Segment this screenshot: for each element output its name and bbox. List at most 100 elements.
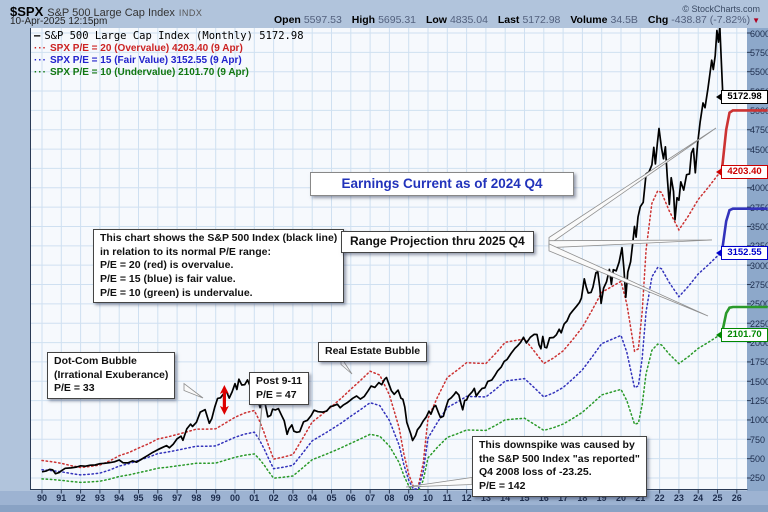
x-tick-label: 09 bbox=[403, 493, 414, 503]
open-label: Open bbox=[274, 14, 301, 26]
legend-swatch-icon: ··· bbox=[34, 55, 47, 66]
x-tick-label: 90 bbox=[36, 493, 47, 503]
legend-label: SPX P/E = 10 (Undervalue) 2101.70 (9 Apr… bbox=[50, 67, 249, 78]
x-tick-label: 18 bbox=[577, 493, 588, 503]
downspike-annotation: This downspike was caused by the S&P 500… bbox=[472, 436, 647, 497]
quote-summary: Open 5597.53 High 5695.31 Low 4835.04 Last 5… bbox=[267, 14, 760, 26]
exchange-tag: INDX bbox=[178, 8, 203, 18]
header-title: $SPX S&P 500 Large Cap Index INDX bbox=[10, 3, 202, 21]
y-tick-label: 6000 bbox=[750, 28, 768, 39]
last-label: Last bbox=[497, 14, 520, 26]
index-name: S&P 500 Large Cap Index bbox=[47, 7, 175, 19]
price-bubble-2101.70: 2101.70 bbox=[716, 327, 768, 342]
x-tick-label: 16 bbox=[538, 493, 549, 503]
explain-annotation: This chart shows the S&P 500 Index (blac… bbox=[93, 229, 345, 304]
x-tick-label: 03 bbox=[287, 493, 298, 503]
x-tick-label: 97 bbox=[172, 493, 183, 503]
y-tick-label: 5000 bbox=[750, 105, 768, 116]
x-tick-label: 10 bbox=[422, 493, 433, 503]
quote-datetime: 10-Apr-2025 12:15pm bbox=[10, 16, 108, 27]
x-tick-label: 12 bbox=[461, 493, 472, 503]
range-projection-annotation: Range Projection thru 2025 Q4 bbox=[341, 231, 534, 253]
y-tick-label: 1500 bbox=[750, 376, 768, 387]
y-tick-label: 4000 bbox=[750, 183, 768, 194]
x-tick-label: 17 bbox=[558, 493, 569, 503]
x-tick-label: 25 bbox=[712, 493, 723, 503]
y-tick-label: 750 bbox=[750, 434, 766, 445]
x-tick-label: 00 bbox=[229, 493, 240, 503]
legend-swatch-icon: — bbox=[34, 30, 42, 42]
post911-annotation: Post 9-11 P/E = 47 bbox=[249, 372, 310, 406]
change-down-arrow-icon[interactable]: ▼ bbox=[752, 16, 760, 25]
volume-label: Volume bbox=[570, 14, 608, 26]
x-tick-label: 96 bbox=[152, 493, 163, 503]
y-tick-label: 4500 bbox=[750, 144, 768, 155]
ticker-symbol: $SPX bbox=[10, 4, 44, 19]
y-tick-label: 250 bbox=[750, 473, 766, 484]
x-tick-label: 08 bbox=[384, 493, 395, 503]
x-tick-label: 13 bbox=[480, 493, 491, 503]
x-tick-label: 05 bbox=[326, 493, 337, 503]
bottom-edge-band bbox=[0, 505, 768, 512]
price-bubble-4203.40: 4203.40 bbox=[716, 165, 768, 180]
earnings-current-annotation: Earnings Current as of 2024 Q4 bbox=[310, 172, 574, 196]
x-tick-label: 92 bbox=[75, 493, 86, 503]
change-label: Chg bbox=[647, 14, 669, 26]
y-tick-label: 1000 bbox=[750, 415, 768, 426]
open-value: 5597.53 bbox=[303, 14, 342, 26]
change-value: -438.87 (-7.82%) bbox=[671, 14, 751, 26]
y-tick-label: 5500 bbox=[750, 67, 768, 78]
chart-legend: — S&P 500 Large Cap Index (Monthly) 5172.… bbox=[34, 30, 304, 79]
y-tick-label: 3000 bbox=[750, 260, 768, 271]
legend-item-3: ··· SPX P/E = 10 (Undervalue) 2101.70 (9 … bbox=[34, 67, 304, 79]
x-tick-label: 14 bbox=[500, 493, 511, 503]
x-tick-label: 20 bbox=[615, 493, 626, 503]
x-tick-label: 02 bbox=[268, 493, 279, 503]
x-tick-label: 07 bbox=[365, 493, 376, 503]
y-tick-label: 5750 bbox=[750, 47, 768, 58]
x-tick-label: 24 bbox=[693, 493, 704, 503]
y-tick-label: 500 bbox=[750, 454, 766, 465]
x-tick-label: 98 bbox=[191, 493, 202, 503]
legend-label: S&P 500 Large Cap Index (Monthly) 5172.9… bbox=[44, 30, 304, 42]
legend-item-0: — S&P 500 Large Cap Index (Monthly) 5172.… bbox=[34, 30, 304, 43]
x-tick-label: 04 bbox=[307, 493, 318, 503]
x-tick-label: 19 bbox=[596, 493, 607, 503]
legend-item-2: ··· SPX P/E = 15 (Fair Value) 3152.55 (9 … bbox=[34, 55, 304, 67]
x-tick-label: 15 bbox=[519, 493, 530, 503]
x-tick-label: 01 bbox=[249, 493, 260, 503]
last-value: 5172.98 bbox=[522, 14, 561, 26]
y-tick-label: 2500 bbox=[750, 299, 768, 310]
x-tick-label: 99 bbox=[210, 493, 221, 503]
legend-label: SPX P/E = 20 (Overvalue) 4203.40 (9 Apr) bbox=[50, 43, 243, 54]
y-tick-label: 1750 bbox=[750, 357, 768, 368]
copyright-label: © StockCharts.com bbox=[682, 4, 760, 14]
y-tick-label: 3500 bbox=[750, 221, 768, 232]
x-tick-label: 93 bbox=[94, 493, 105, 503]
x-tick-label: 21 bbox=[635, 493, 646, 503]
y-tick-label: 3750 bbox=[750, 202, 768, 213]
y-tick-label: 2750 bbox=[750, 280, 768, 291]
x-tick-label: 22 bbox=[654, 493, 665, 503]
x-tick-label: 94 bbox=[114, 493, 125, 503]
legend-item-1: ··· SPX P/E = 20 (Overvalue) 4203.40 (9 A… bbox=[34, 43, 304, 55]
volume-value: 34.5B bbox=[610, 14, 638, 26]
x-tick-label: 26 bbox=[731, 493, 742, 503]
low-value: 4835.04 bbox=[449, 14, 488, 26]
legend-swatch-icon: ··· bbox=[34, 67, 47, 78]
high-label: High bbox=[351, 14, 376, 26]
x-tick-label: 23 bbox=[673, 493, 684, 503]
y-tick-label: 1250 bbox=[750, 396, 768, 407]
legend-swatch-icon: ··· bbox=[34, 43, 47, 54]
x-tick-label: 91 bbox=[56, 493, 67, 503]
legend-label: SPX P/E = 15 (Fair Value) 3152.55 (9 Apr… bbox=[50, 55, 242, 66]
x-tick-label: 06 bbox=[345, 493, 356, 503]
price-bubble-3152.55: 3152.55 bbox=[716, 246, 768, 261]
y-tick-label: 4750 bbox=[750, 125, 768, 136]
y-tick-label: 2000 bbox=[750, 338, 768, 349]
x-tick-label: 11 bbox=[442, 493, 453, 503]
dotcom-annotation: Dot-Com Bubble (Irrational Exuberance) P… bbox=[47, 352, 176, 399]
low-label: Low bbox=[425, 14, 447, 26]
price-bubble-5172.98: 5172.98 bbox=[716, 90, 768, 104]
